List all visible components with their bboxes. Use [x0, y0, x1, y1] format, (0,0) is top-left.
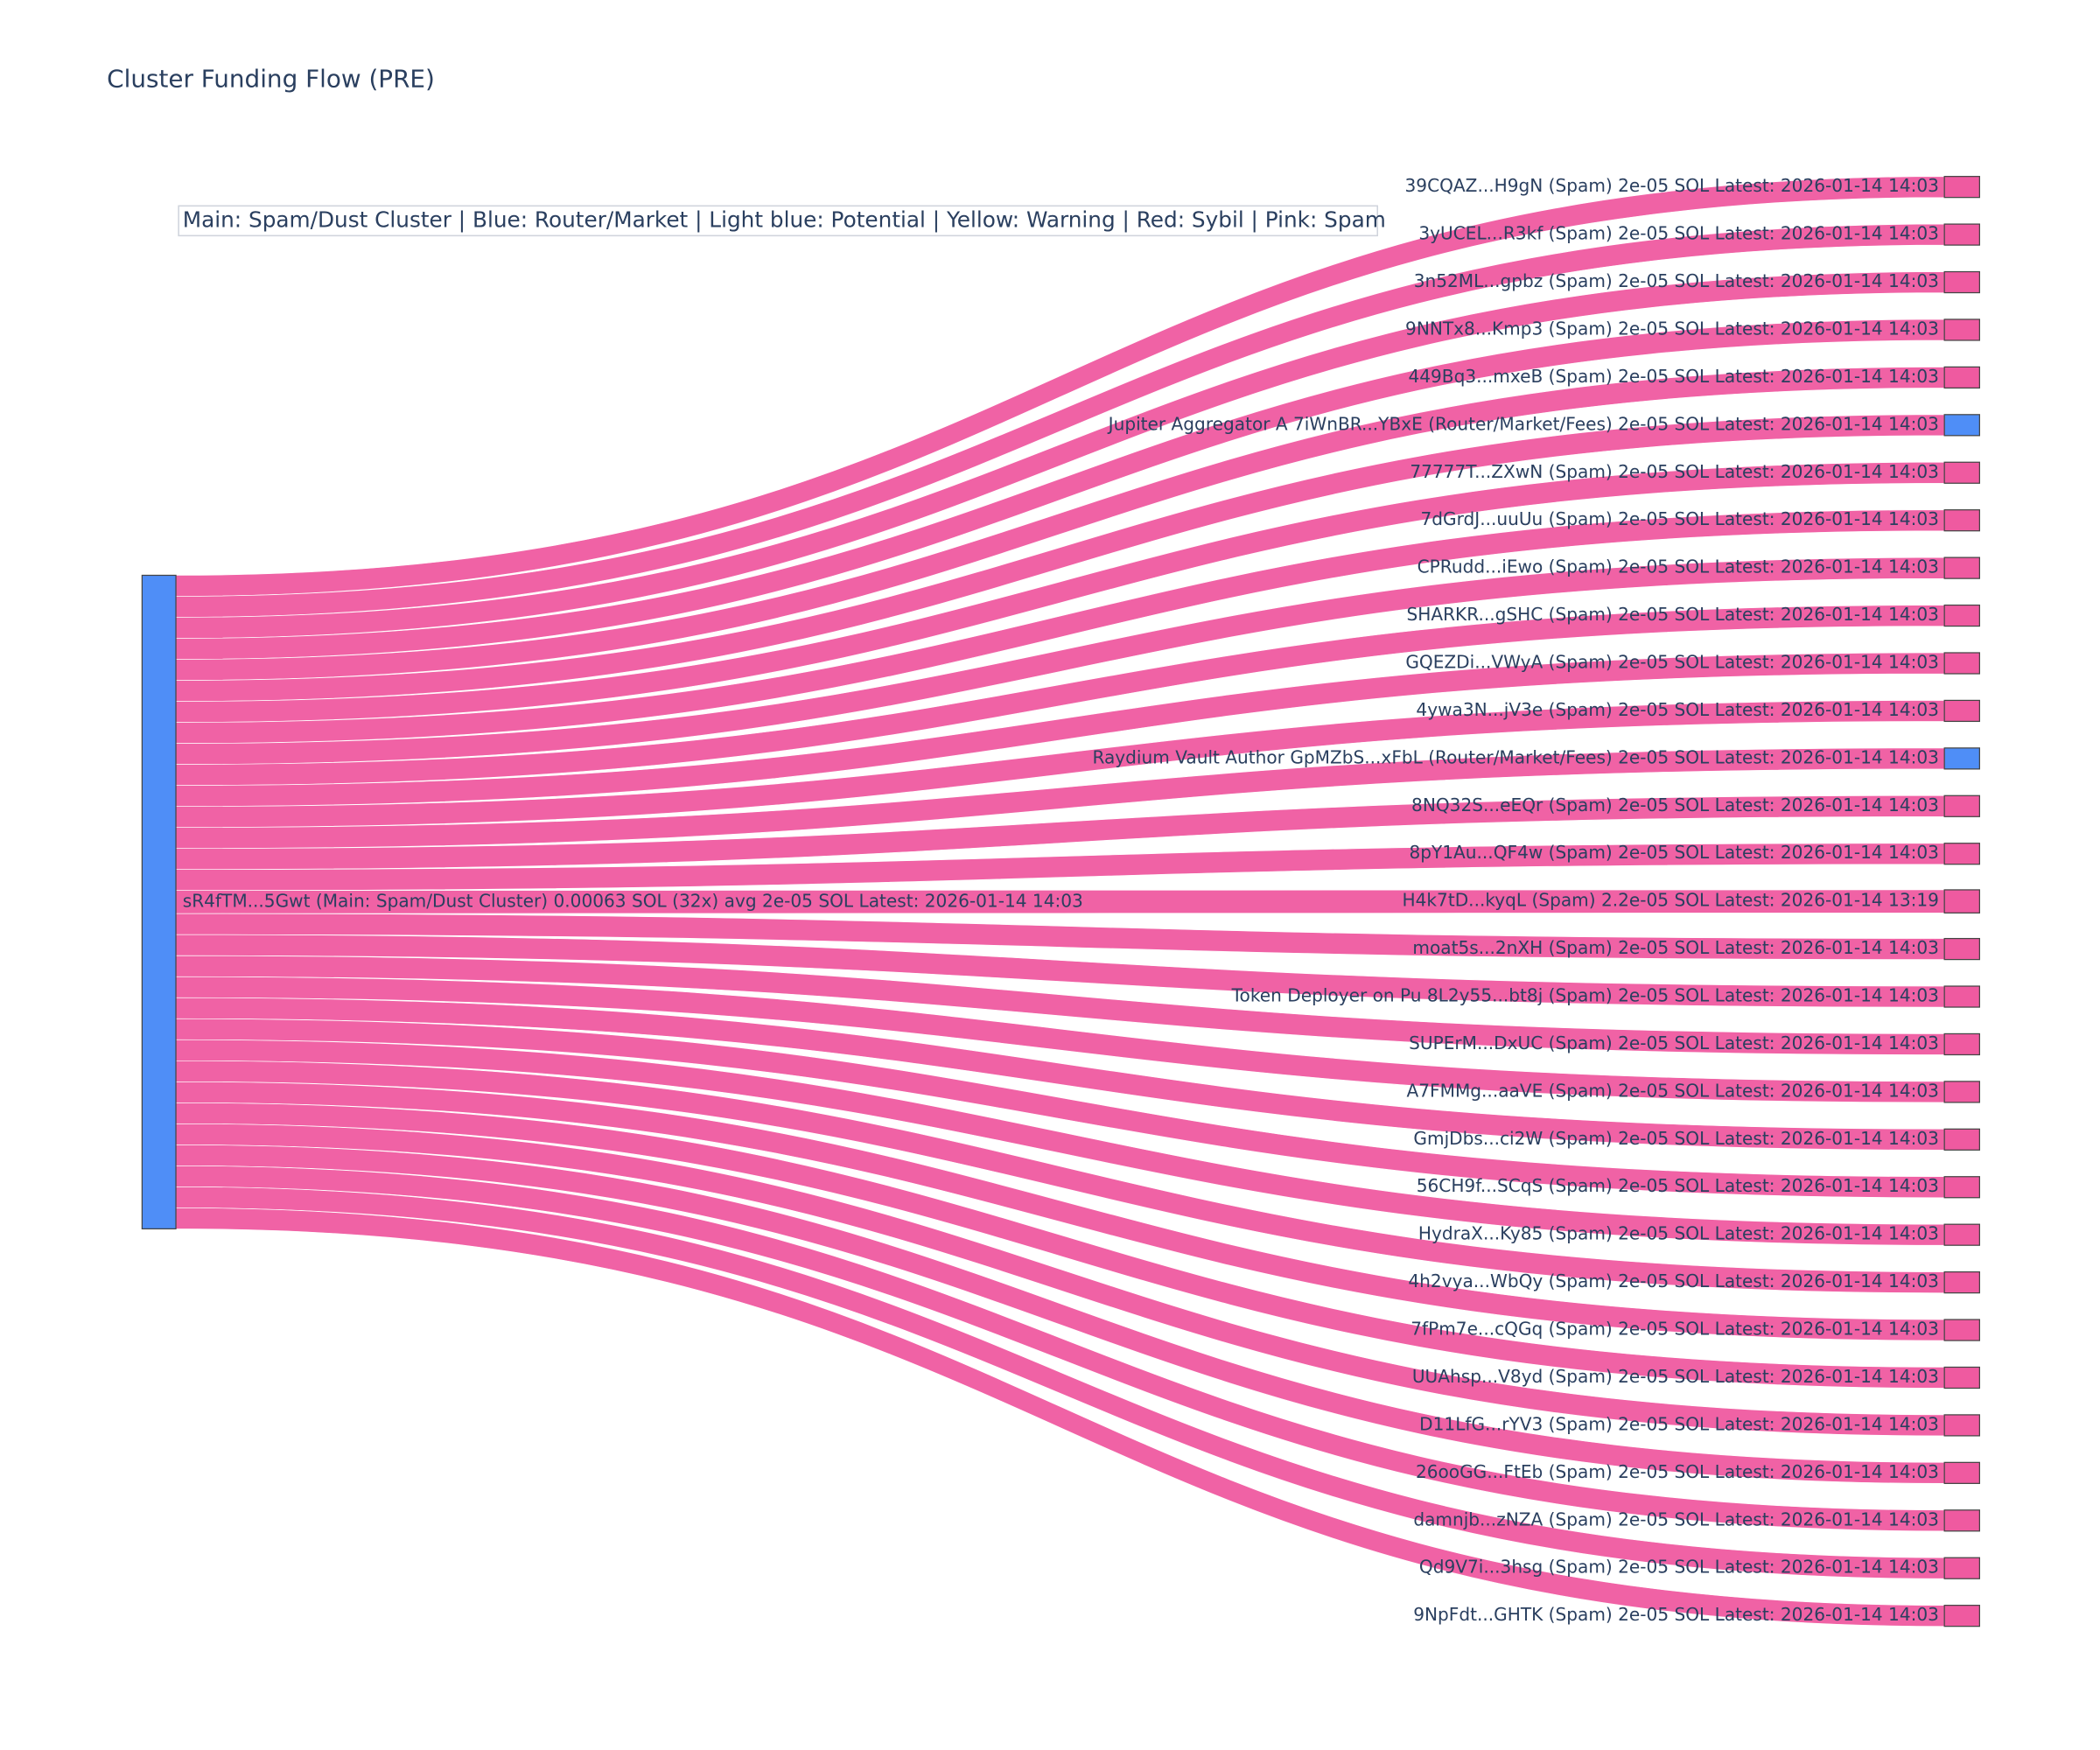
target-label: 3n52ML...gpbz (Spam) 2e-05 SOL Latest: 2…	[1414, 270, 1939, 291]
target-node	[1943, 794, 1980, 817]
target-label: 449Bq3...mxeB (Spam) 2e-05 SOL Latest: 2…	[1408, 366, 1939, 387]
target-label: SUPErM...DxUC (Spam) 2e-05 SOL Latest: 2…	[1409, 1032, 1939, 1054]
target-label: 4ywa3N...jV3e (Spam) 2e-05 SOL Latest: 2…	[1416, 699, 1939, 720]
target-label: 3yUCEL...R3kf (Spam) 2e-05 SOL Latest: 2…	[1418, 223, 1939, 244]
target-label: UUAhsp...V8yd (Spam) 2e-05 SOL Latest: 2…	[1412, 1366, 1939, 1387]
target-label: 7fPm7e...cQGq (Spam) 2e-05 SOL Latest: 2…	[1410, 1319, 1939, 1340]
annotation-box	[178, 205, 1378, 237]
target-node	[1943, 461, 1980, 484]
target-label: 8pY1Au...QF4w (Spam) 2e-05 SOL Latest: 2…	[1409, 842, 1939, 863]
target-label: D11LfG...rYV3 (Spam) 2e-05 SOL Latest: 2…	[1419, 1413, 1939, 1434]
target-node	[1943, 1509, 1980, 1532]
target-node	[1943, 414, 1980, 437]
target-node	[1943, 1319, 1980, 1341]
target-node	[1943, 1557, 1980, 1579]
target-node	[1943, 1081, 1980, 1103]
target-node	[1943, 747, 1980, 770]
target-node	[1943, 699, 1980, 723]
target-label: CPRudd...iEwo (Spam) 2e-05 SOL Latest: 2…	[1418, 556, 1939, 578]
target-label: 8NQ32S...eEQr (Spam) 2e-05 SOL Latest: 2…	[1411, 794, 1939, 816]
target-label: 77777T...ZXwN (Spam) 2e-05 SOL Latest: 2…	[1410, 461, 1939, 482]
target-node	[1943, 1366, 1980, 1390]
target-label: Token Deployer on Pu 8L2y55...bt8j (Spam…	[1231, 985, 1939, 1006]
annotation: Main: Spam/Dust Cluster | Blue: Router/M…	[183, 206, 1386, 232]
target-label: 9NpFdt...GHTK (Spam) 2e-05 SOL Latest: 2…	[1413, 1604, 1939, 1625]
nodes: 39CQAZ...H9gN (Spam) 2e-05 SOL Latest: 2…	[141, 175, 1980, 1628]
target-label: 26ooGG...FtEb (Spam) 2e-05 SOL Latest: 2…	[1416, 1461, 1939, 1482]
target-node	[1943, 366, 1980, 389]
target-node	[1943, 1032, 1980, 1056]
target-node	[1943, 1176, 1980, 1199]
target-node	[1943, 1223, 1980, 1246]
target-node	[1943, 509, 1980, 532]
target-node	[1943, 889, 1980, 914]
target-label: 7dGrdJ...uuUu (Spam) 2e-05 SOL Latest: 2…	[1421, 508, 1939, 529]
target-node	[1943, 176, 1980, 199]
target-label: H4k7tD...kyqL (Spam) 2.2e-05 SOL Latest:…	[1403, 890, 1939, 911]
source-node	[141, 574, 177, 1229]
target-node	[1943, 1128, 1980, 1151]
target-node	[1943, 1270, 1980, 1294]
target-node	[1943, 1414, 1980, 1437]
target-label: 39CQAZ...H9gN (Spam) 2e-05 SOL Latest: 2…	[1405, 175, 1939, 196]
target-node	[1943, 270, 1980, 294]
target-label: GmjDbs...ci2W (Spam) 2e-05 SOL Latest: 2…	[1413, 1128, 1939, 1149]
target-label: moat5s...2nXH (Spam) 2e-05 SOL Latest: 2…	[1412, 937, 1939, 958]
target-label: damnjb...zNZA (Spam) 2e-05 SOL Latest: 2…	[1413, 1508, 1939, 1530]
target-label: 56CH9f...SCqS (Spam) 2e-05 SOL Latest: 2…	[1417, 1175, 1939, 1196]
target-label: Qd9V7i...3hsg (Spam) 2e-05 SOL Latest: 2…	[1419, 1557, 1939, 1578]
target-node	[1943, 223, 1980, 246]
target-label: HydraX...Ky85 (Spam) 2e-05 SOL Latest: 2…	[1418, 1223, 1939, 1244]
links	[175, 176, 1945, 1627]
target-node	[1943, 1461, 1980, 1484]
target-label: 4h2vya...WbQy (Spam) 2e-05 SOL Latest: 2…	[1408, 1270, 1939, 1292]
target-label: Raydium Vault Author GpMZbS...xFbL (Rout…	[1092, 746, 1939, 767]
target-node	[1943, 843, 1980, 865]
target-node	[1943, 318, 1980, 341]
source-label: sR4fTM...5Gwt (Main: Spam/Dust Cluster) …	[183, 890, 1083, 911]
target-node	[1943, 1605, 1980, 1628]
target-label: SHARKR...gSHC (Spam) 2e-05 SOL Latest: 2…	[1406, 604, 1938, 625]
target-label: GQEZDi...VWyA (Spam) 2e-05 SOL Latest: 2…	[1405, 651, 1939, 672]
chart-title: Cluster Funding Flow (PRE)	[107, 64, 435, 93]
target-node	[1943, 937, 1980, 961]
target-node	[1943, 985, 1980, 1008]
target-node	[1943, 556, 1980, 579]
target-label: 9NNTx8...Kmp3 (Spam) 2e-05 SOL Latest: 2…	[1405, 318, 1939, 339]
target-node	[1943, 652, 1980, 675]
target-node	[1943, 604, 1980, 627]
target-label: A7FMMg...aaVE (Spam) 2e-05 SOL Latest: 2…	[1407, 1080, 1939, 1101]
target-label: Jupiter Aggregator A 7iWnBR...YBxE (Rout…	[1107, 413, 1939, 434]
